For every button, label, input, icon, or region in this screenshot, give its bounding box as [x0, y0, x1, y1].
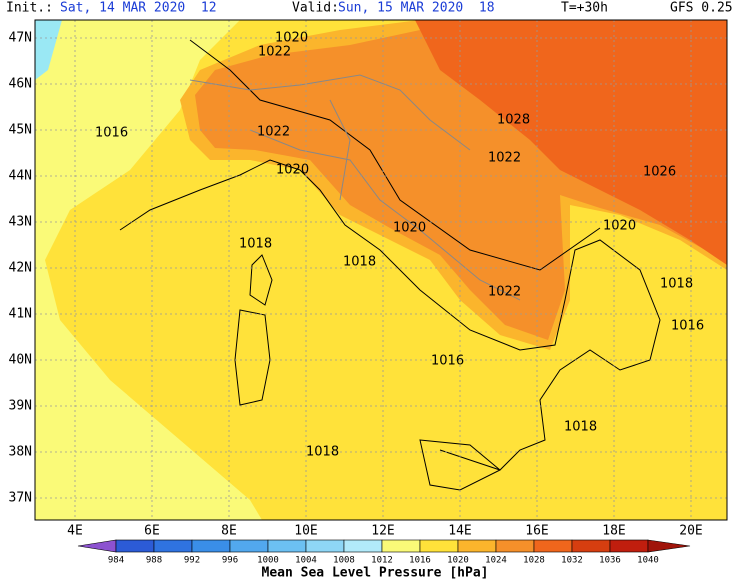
colorbar-title: Mean Sea Level Pressure [hPa]: [262, 566, 489, 580]
colorbar-tick-label: 1024: [485, 556, 507, 566]
isobar-label: 1020: [603, 219, 636, 234]
colorbar-tick-label: 1028: [523, 556, 545, 566]
colorbar-tick-label: 996: [222, 556, 238, 566]
colorbar-over: [647, 539, 691, 553]
colorbar-cell: [153, 539, 193, 553]
colorbar-cell: [343, 539, 383, 553]
isobar-labels: 1020 1022 1016 1022 1020 1028 1022 1026 …: [95, 31, 704, 460]
lat-label: 41N: [9, 307, 32, 322]
colorbar-cell: [191, 539, 231, 553]
isobar-label: 1016: [95, 126, 128, 141]
lat-label: 45N: [9, 123, 32, 138]
isobar-label: 1020: [393, 221, 426, 236]
isobar-label: 1018: [564, 420, 597, 435]
isobar-label: 1022: [488, 151, 521, 166]
region-1012: [35, 20, 262, 520]
map-frame: [34, 19, 728, 521]
colorbar-under: [77, 539, 117, 553]
lat-label: 39N: [9, 399, 32, 414]
colorbar-tick-label: 1008: [333, 556, 355, 566]
colorbar-cell: [381, 539, 421, 553]
colorbar-tick-label: 988: [146, 556, 162, 566]
colorbar-tick-label: 984: [108, 556, 124, 566]
colorbar-cell: [267, 539, 307, 553]
colorbar-cell: [609, 539, 649, 553]
lon-label: 14E: [448, 524, 471, 539]
init-value: Sat, 14 MAR 2020 12: [60, 1, 217, 16]
isobar-label: 1018: [660, 277, 693, 292]
isobar-label: 1020: [276, 163, 309, 178]
lon-label: 20E: [679, 524, 702, 539]
colorbar-cell: [457, 539, 497, 553]
borders: [189, 74, 521, 301]
lon-label: 8E: [221, 524, 237, 539]
lon-label: 12E: [371, 524, 394, 539]
colorbar-tick-label: 1020: [447, 556, 469, 566]
valid-value: Sun, 15 MAR 2020 18: [338, 1, 495, 16]
isobar-label: 1026: [643, 165, 676, 180]
axis-labels: 4E 6E 8E 10E 12E 14E 16E 18E 20E 47N 46N 45N 44N 43N 4…: [9, 31, 703, 539]
colorbar-cell: [533, 539, 573, 553]
map: 1020 1022 1016 1022 1020 1028 1022 1026 …: [34, 19, 728, 521]
isobar-label: 1028: [497, 113, 530, 128]
graticule: [35, 20, 727, 520]
coastline: [119, 39, 661, 491]
colorbar-tick-label: 1012: [371, 556, 393, 566]
init-label: Init.:: [6, 1, 53, 16]
colorbar-cell: [419, 539, 459, 553]
colorbar-tick-label: 1000: [257, 556, 279, 566]
lon-label: 4E: [67, 524, 83, 539]
isobar-label: 1022: [257, 125, 290, 140]
lat-label: 37N: [9, 491, 32, 506]
colorbar-tick-label: 1004: [295, 556, 317, 566]
colorbar-tick-label: 992: [184, 556, 200, 566]
lat-label: 40N: [9, 353, 32, 368]
colorbar: 984 988 992 996 1000 1004 1008 1012 1016 1020 1024…: [77, 539, 691, 566]
lon-label: 10E: [294, 524, 317, 539]
isobar-label: 1018: [239, 237, 272, 252]
lon-label: 6E: [144, 524, 160, 539]
valid-label: Valid:: [292, 1, 339, 16]
lat-label: 46N: [9, 77, 32, 92]
lon-label: 16E: [525, 524, 548, 539]
isobar-label: 1016: [671, 319, 704, 334]
lead-time: T=+30h: [561, 1, 608, 16]
isobar-label: 1020: [275, 31, 308, 46]
lat-label: 38N: [9, 445, 32, 460]
isobar-label: 1018: [306, 445, 339, 460]
colorbar-tick-label: 1032: [561, 556, 583, 566]
lat-label: 47N: [9, 31, 32, 46]
isobar-label: 1018: [343, 255, 376, 270]
lat-label: 42N: [9, 261, 32, 276]
model: GFS 0.25: [670, 1, 733, 16]
lat-label: 44N: [9, 169, 32, 184]
colorbar-cell: [305, 539, 345, 553]
lake: [35, 20, 62, 80]
lon-label: 18E: [602, 524, 625, 539]
colorbar-cell: [571, 539, 611, 553]
region-1028: [415, 20, 727, 265]
colorbar-cell: [115, 539, 155, 553]
lat-label: 43N: [9, 215, 32, 230]
colorbar-cell: [229, 539, 269, 553]
isobar-label: 1022: [488, 285, 521, 300]
colorbar-cell: [495, 539, 535, 553]
colorbar-tick-label: 1036: [599, 556, 621, 566]
isobar-label: 1016: [431, 354, 464, 369]
colorbar-tick-label: 1016: [409, 556, 431, 566]
colorbar-tick-label: 1040: [637, 556, 659, 566]
isobar-label: 1022: [258, 45, 291, 60]
